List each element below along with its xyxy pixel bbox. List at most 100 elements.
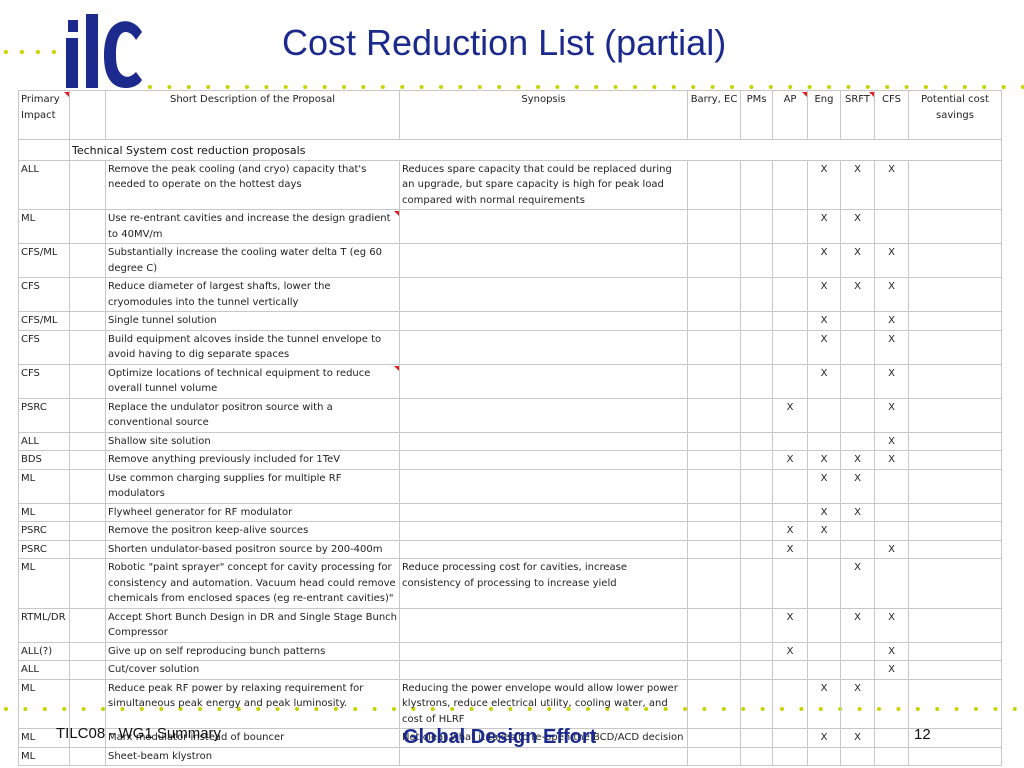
cell-potential-savings [908,468,1002,504]
cell-impact: ALL [18,431,70,451]
cell-impact: CFS [18,277,70,312]
table-row: CFS/ML Single tunnel solution X X [18,311,1002,331]
cell-description: Remove anything previously included for … [105,450,400,470]
cell-barry [687,728,741,748]
table-row: ML Flywheel generator for RF modulator X X [18,502,1002,522]
cell-ap [772,431,808,451]
cell-barry [687,468,741,504]
page-number: 12 [914,726,931,743]
cell-cfs: X [874,311,909,331]
cell-barry [687,502,741,522]
cell-cfs: X [874,641,909,661]
cell-pms [740,468,773,504]
cell-ap [772,329,808,365]
cell-barry [687,277,741,312]
cell-srft [840,521,875,541]
cell-ap: X [772,539,808,559]
cell-synopsis [399,311,688,331]
cell-blank [69,558,106,609]
table-row: BDS Remove anything previously included f… [18,450,1002,470]
cell-potential-savings [908,159,1002,210]
section-label: Technical System cost reduction proposal… [69,139,1002,161]
cell-impact: CFS/ML [18,311,70,331]
ilc-logo [66,14,142,88]
table-row: PSRC Replace the undulator positron sourc… [18,397,1002,433]
table-row: ALL(?) Give up on self reproducing bunch … [18,641,1002,661]
header-ap: AP [772,90,808,140]
cell-pms [740,539,773,559]
cell-impact: ALL [18,660,70,680]
cell-pms [740,159,773,210]
header-pms: PMs [740,90,773,140]
cell-description: Robotic "paint sprayer" concept for cavi… [105,558,400,609]
cell-potential-savings [908,397,1002,433]
cell-description: Give up on self reproducing bunch patter… [105,641,400,661]
cell-barry [687,329,741,365]
cell-impact: CFS [18,363,70,399]
cell-ap [772,311,808,331]
cell-barry [687,397,741,433]
cell-ap [772,363,808,399]
cell-description: Reduce peak RF power by relaxing require… [105,678,400,729]
header-cfs: CFS [874,90,909,140]
cell-synopsis [399,660,688,680]
cell-pms [740,450,773,470]
cell-impact: CFS/ML [18,243,70,278]
cell-cfs [874,728,909,748]
cell-description: Accept Short Bunch Design in DR and Sing… [105,607,400,643]
table-row: ALL Cut/cover solution X [18,660,1002,680]
cell-srft [840,397,875,433]
cell-cfs: X [874,277,909,312]
cell-impact: ALL(?) [18,641,70,661]
cell-description: Substantially increase the cooling water… [105,243,400,278]
cell-cfs: X [874,660,909,680]
cell-potential-savings [908,539,1002,559]
cell-ap: X [772,521,808,541]
cell-barry [687,363,741,399]
cell-description: Build equipment alcoves inside the tunne… [105,329,400,365]
cell-impact: CFS [18,329,70,365]
cell-impact: PSRC [18,397,70,433]
cell-eng [807,660,841,680]
cell-blank [69,159,106,210]
header-eng: Eng [807,90,841,140]
header-srft: SRFT [840,90,875,140]
cell-srft [840,539,875,559]
cell-impact: BDS [18,450,70,470]
cell-potential-savings [908,521,1002,541]
table-row: ALL Shallow site solution X [18,431,1002,451]
cell-cfs: X [874,159,909,210]
cell-potential-savings [908,558,1002,609]
cell-srft [840,660,875,680]
cell-impact: PSRC [18,521,70,541]
cell-synopsis [399,641,688,661]
footer-center: Global Design Effort [403,726,597,748]
header-potential-savings: Potential cost savings [908,90,1002,140]
cell-impact: ML [18,746,70,766]
cell-srft: X [840,607,875,643]
cell-barry [687,607,741,643]
cell-srft: X [840,558,875,609]
cell-synopsis [399,502,688,522]
cell-eng: X [807,363,841,399]
cell-blank [69,502,106,522]
cell-description: Shorten undulator-based positron source … [105,539,400,559]
cell-cfs: X [874,329,909,365]
cell-description: Remove the peak cooling (and cryo) capac… [105,159,400,210]
cell-potential-savings [908,329,1002,365]
cell-description: Use common charging supplies for multipl… [105,468,400,504]
cell-cfs [874,521,909,541]
cell-blank [69,209,106,244]
cell-pms [740,607,773,643]
cell-synopsis [399,431,688,451]
cell-blank [69,641,106,661]
table-row: ML Use re-entrant cavities and increase t… [18,209,1002,244]
cell-ap [772,746,808,766]
cell-eng [807,746,841,766]
cell-potential-savings [908,311,1002,331]
cell-barry [687,746,741,766]
cell-synopsis: Reduces spare capacity that could be rep… [399,159,688,210]
cell-synopsis [399,209,688,244]
cell-blank [69,521,106,541]
cell-eng: X [807,277,841,312]
